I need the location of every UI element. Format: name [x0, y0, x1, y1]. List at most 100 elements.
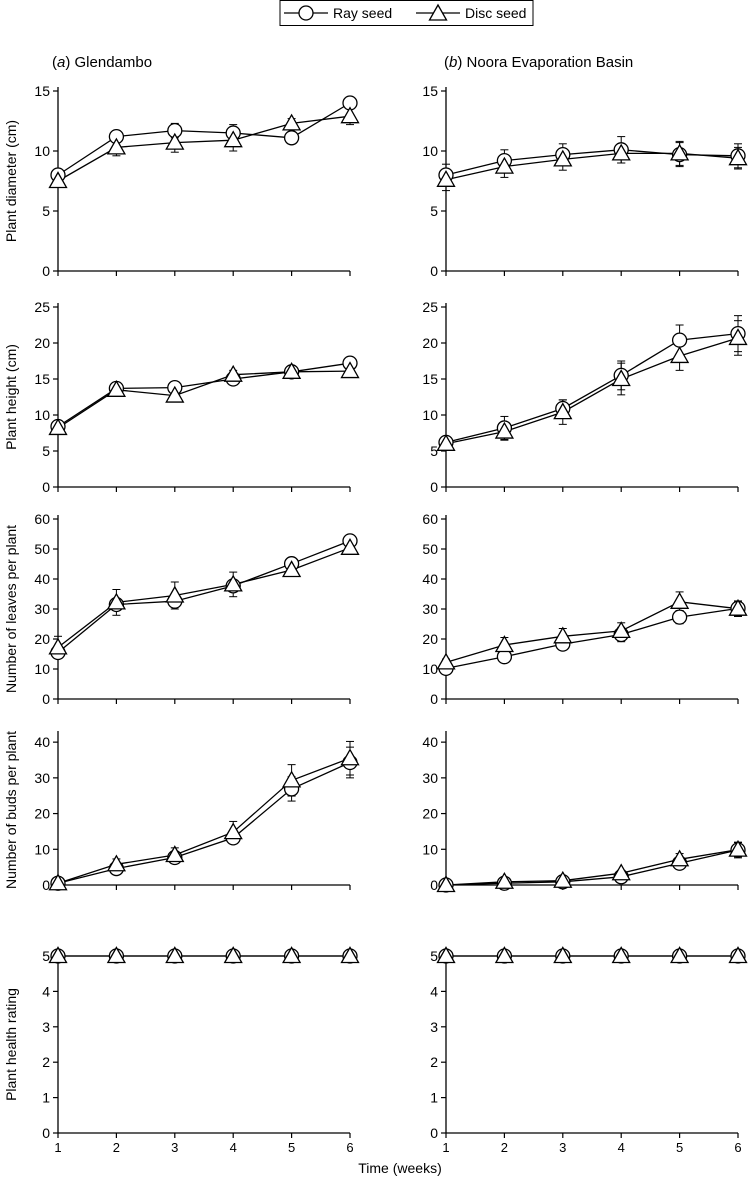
- y-tick-label: 10: [34, 407, 50, 423]
- data-point-triangle: [223, 822, 243, 840]
- data-point-triangle: [281, 560, 302, 578]
- markers-ray-seed: [438, 325, 746, 451]
- data-point-triangle: [281, 113, 302, 131]
- markers-disc-seed: [48, 106, 360, 189]
- data-point-circle: [671, 332, 688, 348]
- y-tick-label: 0: [42, 1125, 50, 1141]
- y-tick-label: 10: [34, 143, 50, 159]
- data-point-triangle: [669, 591, 690, 609]
- series-disc-seed: [54, 740, 354, 885]
- y-tick-label: 30: [422, 601, 438, 617]
- legend: Ray seed Disc seed: [279, 0, 534, 26]
- data-point-triangle: [106, 592, 127, 610]
- y-tick-label: 5: [430, 948, 438, 964]
- y-tick-label: 0: [42, 877, 50, 893]
- series-ray-seed: [54, 97, 354, 180]
- markers-disc-seed: [436, 946, 748, 964]
- data-point-triangle: [281, 361, 302, 379]
- data-point-triangle: [340, 537, 360, 555]
- legend-disc-marker: [428, 3, 448, 21]
- y-tick-label: 2: [42, 1054, 50, 1070]
- y-tick-label: 60: [34, 511, 50, 527]
- data-point-triangle: [494, 156, 515, 174]
- series-ray-seed: [54, 358, 354, 431]
- series-line: [445, 601, 739, 664]
- markers-ray-seed: [50, 533, 358, 661]
- data-point-triangle: [340, 106, 360, 124]
- subplot-b-4: 0 10 20 30 40: [422, 731, 748, 893]
- markers-disc-seed: [436, 839, 748, 893]
- data-point-triangle: [611, 143, 631, 161]
- markers-ray-seed: [438, 600, 746, 677]
- data-point-triangle: [106, 854, 127, 872]
- x-tick-label: 4: [230, 1140, 237, 1155]
- y-tick-label: 0: [430, 877, 438, 893]
- subplot-b-2: 0 5 10 15 20 25: [422, 299, 748, 495]
- data-point-triangle: [611, 863, 631, 881]
- y-axis-title: Number of buds per plant: [3, 731, 19, 889]
- y-tick-label: 20: [34, 335, 50, 351]
- markers-disc-seed: [48, 537, 360, 655]
- data-point-triangle: [436, 169, 456, 187]
- y-axis-title: Plant height (cm): [3, 344, 19, 450]
- markers-disc-seed: [48, 748, 360, 891]
- y-tick-label: 5: [42, 443, 50, 459]
- data-point-triangle: [106, 379, 127, 397]
- series-ray-seed: [442, 315, 742, 446]
- series-line: [57, 540, 351, 654]
- series-disc-seed: [442, 140, 742, 192]
- data-point-triangle: [48, 171, 68, 189]
- x-tick-label: 4: [618, 1140, 625, 1155]
- series-line: [445, 607, 739, 670]
- y-tick-label: 0: [430, 691, 438, 707]
- data-point-triangle: [553, 402, 573, 420]
- y-tick-label: 50: [34, 541, 50, 557]
- y-tick-label: 40: [34, 571, 50, 587]
- data-point-triangle: [340, 748, 360, 766]
- y-tick-label: 40: [422, 571, 438, 587]
- subplot-a-2: 0 5 10 15 20 25 Plant height (cm): [3, 299, 360, 495]
- y-tick-label: 4: [430, 983, 438, 999]
- data-point-triangle: [728, 598, 748, 616]
- y-tick-label: 10: [34, 841, 50, 857]
- data-point-triangle: [494, 421, 515, 439]
- data-point-triangle: [494, 871, 515, 889]
- y-tick-label: 15: [34, 371, 50, 387]
- y-tick-label: 60: [422, 511, 438, 527]
- series-ray-seed: [54, 746, 354, 885]
- y-tick-label: 30: [422, 770, 438, 786]
- y-tick-label: 5: [42, 203, 50, 219]
- data-point-triangle: [436, 875, 456, 893]
- markers-disc-seed: [436, 328, 748, 451]
- data-point-triangle: [494, 635, 515, 653]
- data-point-triangle: [611, 369, 631, 387]
- x-tick-label: 1: [442, 1140, 449, 1155]
- data-point-triangle: [165, 845, 185, 863]
- data-point-triangle: [669, 946, 690, 964]
- data-point-triangle: [494, 946, 515, 964]
- data-point-triangle: [223, 364, 243, 382]
- y-tick-label: 0: [42, 263, 50, 279]
- markers-ray-seed: [50, 355, 358, 435]
- series-line: [445, 149, 739, 176]
- series-disc-seed: [442, 591, 742, 667]
- y-tick-label: 5: [430, 203, 438, 219]
- y-tick-label: 0: [42, 479, 50, 495]
- x-tick-label: 2: [113, 1140, 120, 1155]
- data-point-triangle: [223, 574, 243, 592]
- markers-disc-seed: [436, 143, 748, 187]
- x-tick-label: 5: [288, 1140, 295, 1155]
- y-tick-label: 10: [422, 841, 438, 857]
- series-line: [57, 370, 351, 429]
- subplot-a-4: 0 10 20 30 40 Number of buds per plant: [3, 731, 360, 893]
- data-point-circle: [283, 130, 300, 146]
- data-point-triangle: [611, 621, 631, 639]
- y-tick-label: 4: [42, 983, 50, 999]
- y-tick-label: 20: [34, 631, 50, 647]
- data-point-triangle: [223, 946, 243, 964]
- data-point-triangle: [281, 770, 302, 788]
- legend-disc-label: Disc seed: [465, 5, 526, 21]
- series-disc-seed: [54, 543, 354, 659]
- x-tick-label: 1: [54, 1140, 61, 1155]
